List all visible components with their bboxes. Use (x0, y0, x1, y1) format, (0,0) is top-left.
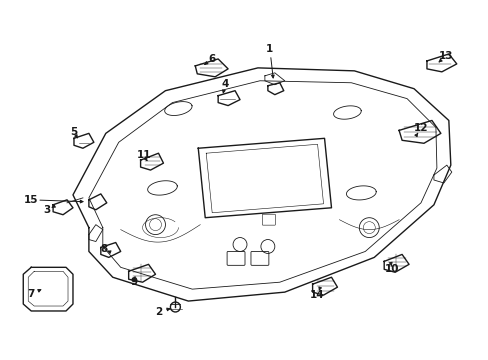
Text: 9: 9 (130, 277, 137, 287)
Text: 8: 8 (100, 244, 107, 255)
Text: 15: 15 (24, 195, 39, 205)
Text: 11: 11 (136, 150, 150, 160)
Text: 3: 3 (43, 205, 51, 215)
Text: 6: 6 (208, 54, 215, 64)
Text: 2: 2 (155, 307, 162, 317)
Text: 14: 14 (309, 290, 324, 300)
Text: 4: 4 (221, 79, 228, 89)
Text: 1: 1 (265, 44, 273, 54)
Text: 5: 5 (70, 127, 78, 138)
Text: 13: 13 (438, 51, 452, 61)
Text: 10: 10 (384, 264, 399, 274)
Text: 7: 7 (27, 289, 35, 299)
Text: 12: 12 (413, 123, 427, 134)
